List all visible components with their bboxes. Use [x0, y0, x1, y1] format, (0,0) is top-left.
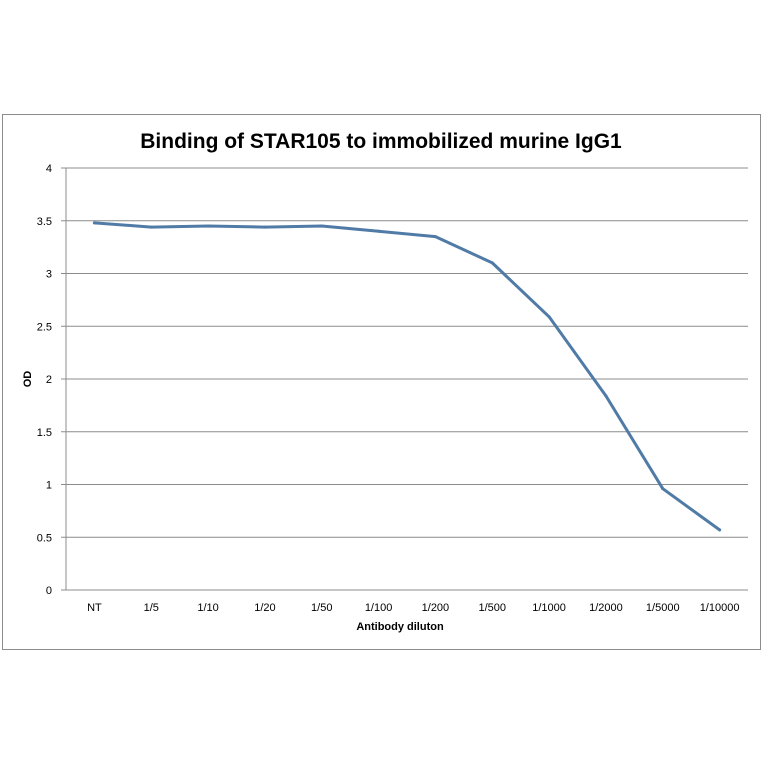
x-tick-label: 1/1000 [532, 602, 566, 614]
y-tick-label: 2 [46, 374, 52, 386]
y-axis-label: OD [22, 371, 34, 388]
series-layer [92, 221, 722, 532]
chart-frame: Binding of STAR105 to immobilized murine… [2, 114, 761, 650]
y-tick-label: 4 [46, 163, 52, 175]
x-tick-label: 1/100 [365, 602, 393, 614]
chart-title: Binding of STAR105 to immobilized murine… [140, 130, 622, 153]
y-axis-ticks: 0 0.5 1 1.5 2 2.5 3 3.5 4 [37, 163, 66, 597]
data-point [718, 528, 722, 532]
y-tick-label: 2.5 [37, 321, 52, 333]
data-point [206, 224, 210, 228]
x-tick-label: 1/50 [311, 602, 332, 614]
y-tick-label: 3 [46, 269, 52, 281]
gridlines [66, 167, 748, 538]
data-point [547, 315, 551, 319]
x-tick-label: 1/2000 [589, 602, 623, 614]
data-point [320, 224, 324, 228]
data-point [92, 221, 96, 225]
x-tick-label: 1/5000 [646, 602, 680, 614]
data-point [490, 261, 494, 265]
y-tick-label: 0 [46, 585, 52, 597]
x-axis-label: Antibody diluton [356, 621, 444, 633]
x-tick-label: 1/5 [144, 602, 159, 614]
data-point [377, 229, 381, 233]
x-axis-ticks: NT 1/5 1/10 1/20 1/50 1/100 1/200 1/500 1/1000 1/… [87, 602, 739, 614]
y-tick-label: 3.5 [37, 216, 52, 228]
y-tick-label: 1 [46, 480, 52, 492]
data-point [604, 394, 608, 398]
y-tick-label: 0.5 [37, 532, 52, 544]
series-line-0 [92, 221, 722, 532]
x-tick-label: 1/10 [197, 602, 218, 614]
data-point [433, 235, 437, 239]
x-tick-label: 1/20 [254, 602, 275, 614]
data-point [263, 225, 267, 229]
data-point [661, 487, 665, 491]
line-chart: Binding of STAR105 to immobilized murine… [22, 130, 748, 633]
x-tick-label: 1/200 [422, 602, 450, 614]
x-tick-label: NT [87, 602, 102, 614]
data-point [149, 225, 153, 229]
y-tick-label: 1.5 [37, 427, 52, 439]
x-tick-label: 1/500 [478, 602, 506, 614]
x-tick-label: 1/10000 [700, 602, 740, 614]
